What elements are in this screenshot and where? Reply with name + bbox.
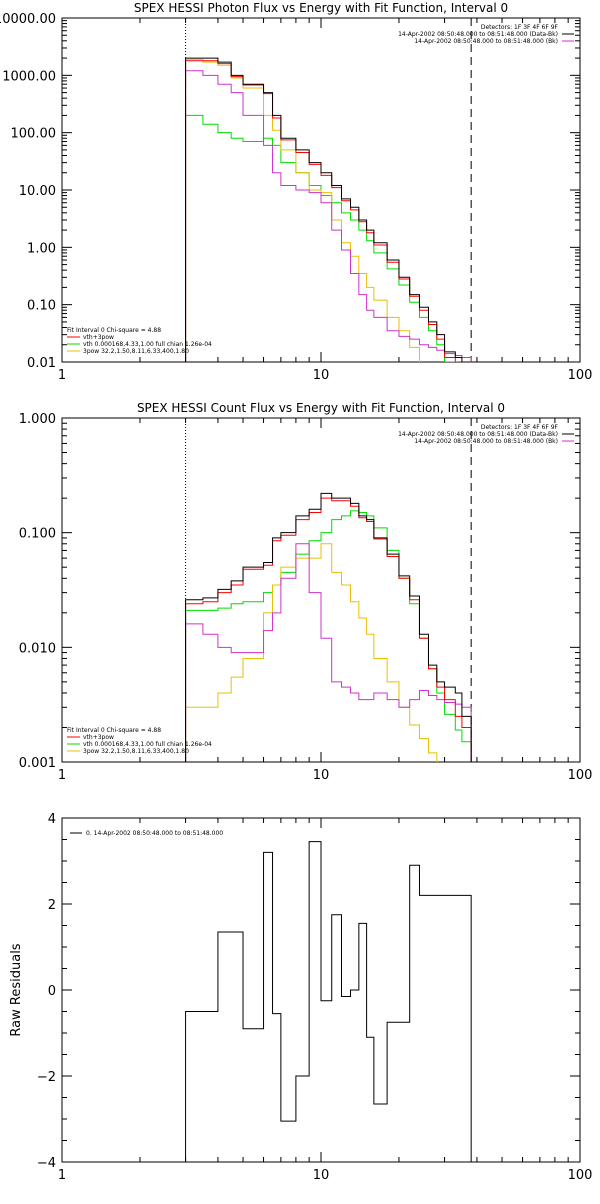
y-tick-label: 4 (48, 812, 56, 827)
y-tick-label: −4 (37, 1156, 56, 1171)
series-group (185, 492, 472, 762)
series-residual-line (185, 841, 472, 1162)
x-tick-label: 100 (568, 1168, 593, 1183)
legend-entry: vth 0.000168,4.33,1.00 full chian 1.26e-… (83, 341, 212, 348)
legend-entry: Fit Interval 0 Chi-square = 4.88 (67, 727, 161, 734)
y-tick-label: 0.100 (19, 527, 56, 542)
series-vth-line (185, 114, 472, 362)
y-tick-label: 0.010 (19, 641, 56, 656)
legend-entry: Fit Interval 0 Chi-square = 4.88 (67, 327, 161, 334)
legend-entry: 0. 14-Apr-2002 08:50:48.000 to 08:51:48.… (86, 830, 223, 837)
y-tick-label: 10000.00 (0, 12, 56, 27)
legend-entry: 3pow 32.2,1.50,8.11,6.33,400,1.80 (83, 348, 189, 355)
y-tick-label: 1000.00 (2, 69, 56, 84)
info-text: 14-Apr-2002 08:50:48.000 to 08:51:48.000… (414, 438, 558, 445)
y-tick-label: 0.001 (19, 756, 56, 771)
panel-2: SPEX HESSI Count Flux vs Energy with Fit… (19, 401, 593, 783)
series-vth-3pow-line (185, 497, 472, 762)
x-tick-label: 1 (58, 768, 66, 783)
x-tick-label: 1 (58, 368, 66, 383)
chart-title: SPEX HESSI Photon Flux vs Energy with Fi… (134, 1, 508, 15)
y-axis: 1.000 0.100 0.010 0.001 (19, 412, 580, 771)
y-tick-label: 100.00 (11, 127, 57, 142)
y-tick-label: 10.00 (19, 184, 56, 199)
info-text: 14-Apr-2002 08:50:48.000 to 08:51:48.000… (398, 31, 558, 38)
y-tick-label: 2 (48, 898, 56, 913)
y-tick-label: 0.01 (27, 356, 56, 371)
panel-3: 1 10 100 4 2 0 −2 −4 Raw Residuals 0. 14-Apr-2002… (9, 812, 592, 1183)
series-3pow-line (185, 543, 472, 762)
series-group (185, 57, 472, 362)
x-tick-label: 10 (313, 1168, 330, 1183)
x-axis: 1 10 100 (58, 818, 593, 1183)
x-tick-label: 10 (313, 368, 330, 383)
panel-1: SPEX HESSI Photon Flux vs Energy with Fi… (0, 1, 593, 383)
y-tick-label: 0 (48, 984, 56, 999)
y-axis-label: Raw Residuals (9, 943, 24, 1036)
legend-entry: 3pow 32.2,1.50,8.11,6.33,400,1.80 (83, 748, 189, 755)
y-tick-label: 1.000 (19, 412, 56, 427)
info-text: 14-Apr-2002 08:50:48.000 to 08:51:48.000… (398, 431, 558, 438)
y-axis: 10000.00 1000.00 100.00 10.00 1.00 0.10 0.01 (0, 12, 580, 371)
x-tick-label: 100 (568, 768, 593, 783)
series-bk-line (185, 543, 472, 762)
info-text: Detectors: 1F 3F 4F 6F 9F (481, 24, 559, 31)
legend-entry: vth+3pow (83, 334, 114, 341)
y-tick-label: −2 (37, 1070, 56, 1085)
chart-title: SPEX HESSI Count Flux vs Energy with Fit… (137, 401, 505, 415)
legend-entry: vth+3pow (83, 734, 114, 741)
series-data-bk-line (185, 57, 472, 362)
series-group (185, 841, 472, 1162)
legend-entry: vth 0.000168,4.33,1.00 full chian 1.26e-… (83, 741, 212, 748)
info-text: Detectors: 1F 3F 4F 6F 9F (481, 424, 559, 431)
series-bk-line (185, 70, 472, 362)
x-tick-label: 1 (58, 1168, 66, 1183)
axes-frame (61, 417, 581, 763)
y-tick-label: 1.00 (27, 241, 56, 256)
x-tick-label: 100 (568, 368, 593, 383)
series-data-bk-line (185, 492, 472, 762)
info-text: 14-Apr-2002 08:50:48.000 to 08:51:48.000… (414, 38, 558, 45)
x-axis: 1 10 100 (58, 418, 593, 783)
x-axis: 1 10 100 (58, 18, 593, 383)
y-tick-label: 0.10 (27, 299, 56, 314)
x-tick-label: 10 (313, 768, 330, 783)
y-axis: 4 2 0 −2 −4 (37, 812, 580, 1171)
